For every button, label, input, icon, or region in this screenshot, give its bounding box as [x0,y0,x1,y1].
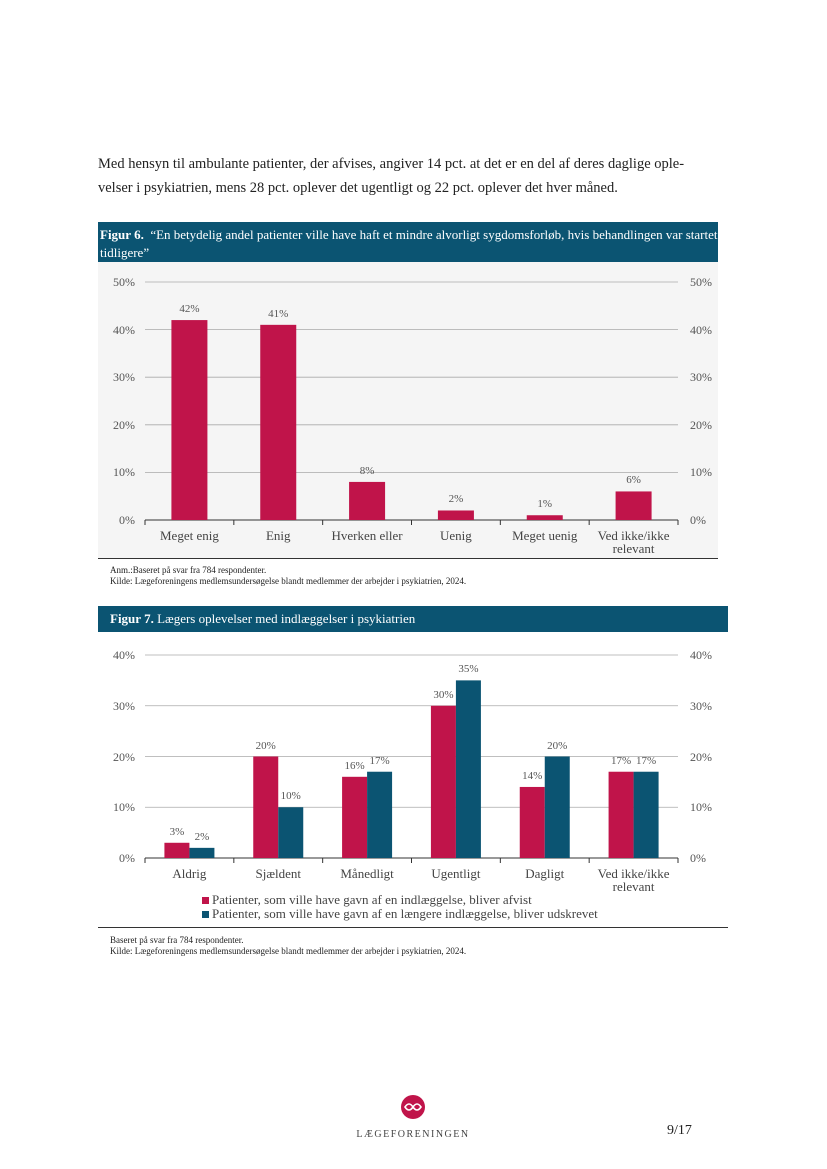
value-label: 8% [359,464,375,477]
y-tick-label: 0% [119,851,135,865]
y2-tick-label: 30% [690,370,712,385]
y-tick-label: 40% [113,648,135,662]
value-label: 6% [626,474,641,487]
bar [633,771,659,858]
figure-label: Figur 7. [110,611,154,626]
y-tick-label: 10% [113,465,135,480]
y-tick-label: 20% [113,749,135,764]
value-label: 42% [179,303,200,316]
value-label: 2% [448,493,464,506]
value-label: 14% [522,769,543,782]
x-tick-label: Ugentligt [431,866,481,881]
y-tick-label: 0% [119,513,135,527]
legend-label: Patienter, som ville have gavn af en læn… [212,906,598,921]
figure-header: Figur 7. Lægers oplevelser med indlæggel… [98,606,728,632]
value-label: 17% [369,754,390,767]
value-label: 10% [280,790,301,803]
x-tick-label: Hverken eller [331,528,403,543]
y2-tick-label: 50% [690,275,712,289]
x-tick-label: Sjældent [255,866,301,881]
x-tick-label: Meget uenig [512,528,578,543]
x-tick-label: Dagligt [525,866,565,881]
value-label: 3% [169,825,185,838]
note: Kilde: Lægeforeningens medlemsundersøgel… [110,946,467,956]
bar [455,680,481,858]
value-label: 41% [268,307,289,320]
x-tick-label: Uenig [440,528,472,543]
x-tick-label: Aldrig [172,866,207,881]
x-tick-label: Meget enig [159,528,219,543]
bar [608,771,634,858]
bar [526,515,563,520]
x-tick-label: Ved ikke/ikke relevant [597,866,670,894]
y-tick-label: 30% [113,698,135,713]
bar [260,324,297,520]
bar [437,510,474,520]
value-label: 20% [255,739,276,752]
y-tick-label: 10% [113,800,135,815]
legend-swatch [202,911,209,918]
value-label: 20% [547,739,568,752]
bar [615,491,652,520]
y2-tick-label: 0% [690,851,706,865]
note: Anm.:Baseret på svar fra 784 respondente… [110,565,267,575]
y-tick-label: 20% [113,417,135,432]
bar [349,481,386,520]
figure-title: Lægers oplevelser med indlæggelser i psy… [157,611,416,626]
note: Baseret på svar fra 784 respondenter. [110,935,244,945]
y2-tick-label: 30% [690,698,712,713]
bar [278,807,304,858]
bar [164,842,190,858]
legend-swatch [202,897,209,904]
note: Kilde: Lægeforeningens medlemsundersøgel… [110,576,467,586]
figure-label: Figur 6. [100,227,144,242]
y-tick-label: 40% [113,322,135,337]
legend-label: Patienter, som ville have gavn af en ind… [212,892,532,907]
y2-tick-label: 40% [690,648,712,662]
value-label: 35% [458,663,479,676]
y2-tick-label: 10% [690,465,712,480]
y-tick-label: 30% [113,370,135,385]
paragraph-line: velser i psykiatrien, mens 28 pct. oplev… [98,180,618,196]
value-label: 16% [344,759,365,772]
bar [519,786,545,858]
page-number: 9/17 [667,1123,692,1138]
y2-tick-label: 40% [690,322,712,337]
bar [253,756,279,858]
y2-tick-label: 10% [690,800,712,815]
figure-title: “En betydelig andel patienter ville have… [100,227,718,260]
value-label: 17% [610,754,632,767]
bar [189,847,215,858]
y2-tick-label: 0% [690,513,706,527]
bar [367,771,393,858]
logo-symbol [404,1103,422,1111]
value-label: 30% [433,688,454,701]
paragraph-line: Med hensyn til ambulante patienter, der … [98,156,685,172]
value-label: 1% [537,498,553,511]
y-tick-label: 50% [113,275,135,289]
y2-tick-label: 20% [690,749,712,764]
logo-text: LÆGEFORENINGEN [356,1129,470,1140]
value-label: 17% [635,754,657,767]
x-tick-label: Ved ikke/ikke relevant [597,528,670,556]
bar [544,756,570,858]
x-tick-label: Månedligt [340,866,394,881]
bar [171,320,208,520]
bar [342,776,368,858]
figure-header: Figur 6. “En betydelig andel patienter v… [98,222,718,262]
y2-tick-label: 20% [690,417,712,432]
bar [430,705,456,858]
value-label: 2% [194,830,210,843]
x-tick-label: Enig [265,528,291,543]
